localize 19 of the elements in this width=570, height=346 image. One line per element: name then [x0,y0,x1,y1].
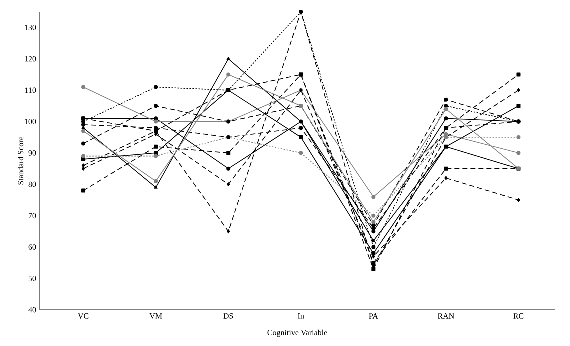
y-tick-label: 60 [28,244,36,250]
y-tick-label: 100 [25,119,36,124]
x-tick-label: DS [224,314,234,319]
x-tick-label: VC [78,314,89,319]
x-tick-label: In [298,314,304,319]
x-tick-label: RC [514,314,524,319]
y-tick-label: 130 [25,24,36,30]
x-axis-title: Cognitive Variable [268,330,328,338]
y-tick-label: 40 [28,307,36,313]
y-tick-label: 50 [28,276,36,282]
y-tick-label: 90 [28,150,36,156]
x-tick-label: PA [369,314,378,319]
y-tick-label: 70 [29,213,36,219]
y-tick-label: 80 [28,182,36,188]
x-tick-label: RAN [438,314,454,319]
y-tick-label: 110 [25,88,36,94]
x-tick-label: VM [150,314,162,319]
y-axis-title: Standard Score [18,136,24,185]
y-tick-label: 120 [25,56,36,62]
